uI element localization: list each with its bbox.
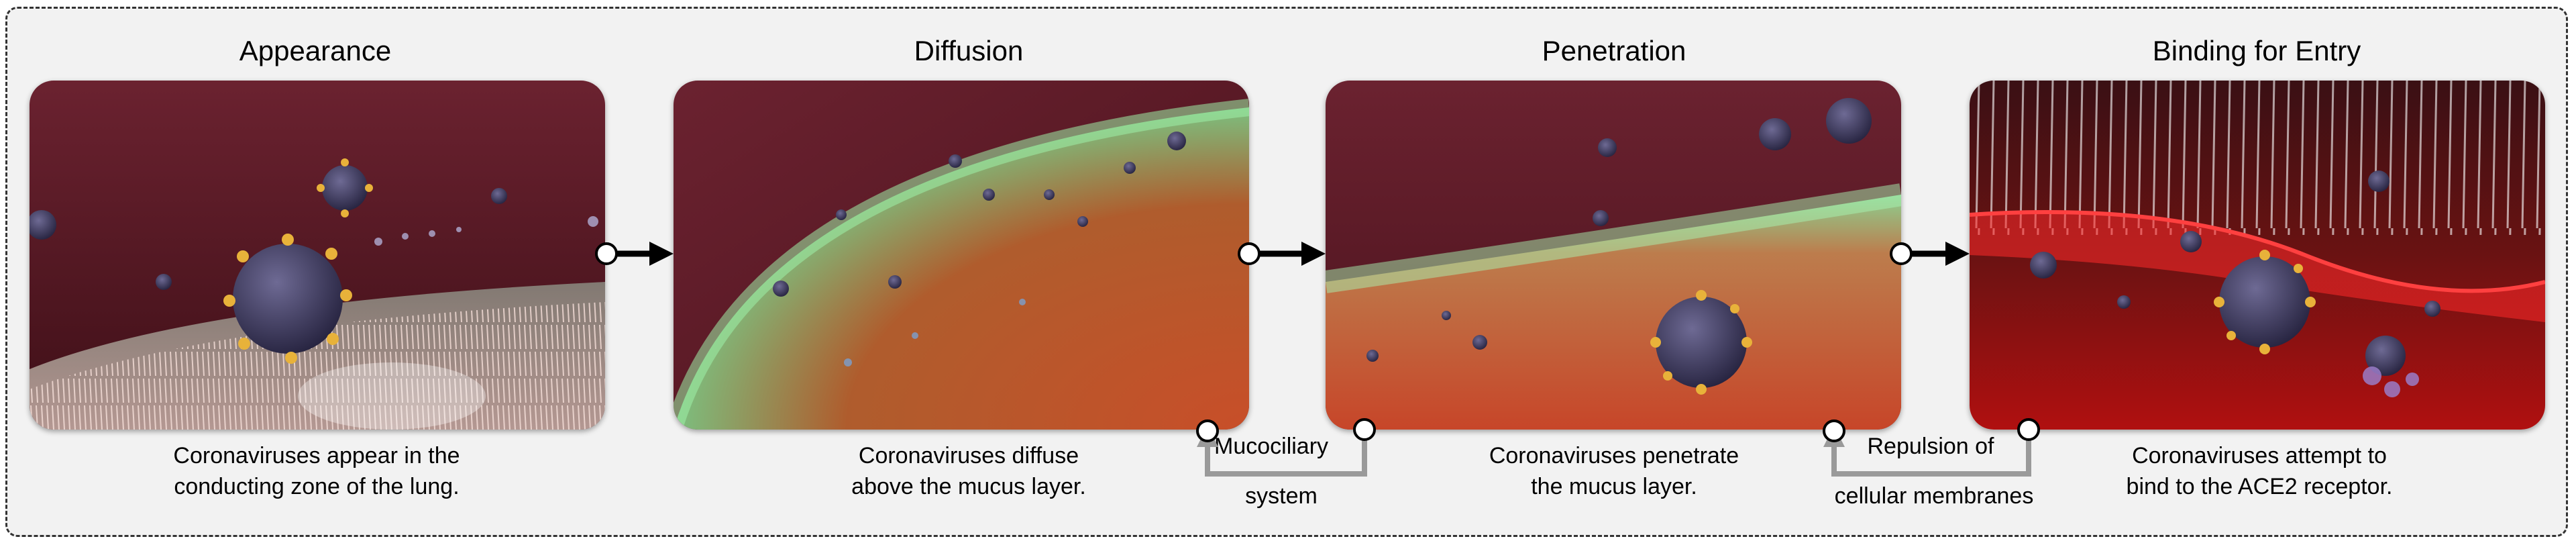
label-repulsion: Repulsion of (1867, 434, 1994, 459)
caption-appearance: Coronaviruses appear in the conducting z… (173, 443, 460, 499)
virus-large-icon (1650, 290, 1752, 395)
caption-binding: Coronaviruses attempt to bind to the ACE… (2126, 443, 2393, 499)
panel-image-penetration (1326, 81, 1901, 430)
label-system: system (1245, 483, 1318, 509)
panel-title-appearance: Appearance (239, 35, 392, 66)
panel-title-diffusion: Diffusion (914, 35, 1024, 66)
panel-image-diffusion (674, 81, 1249, 430)
panel-image-binding (1970, 81, 2545, 430)
caption-penetration: Coronaviruses penetrate the mucus layer. (1489, 443, 1739, 499)
label-mucociliary: Mucociliary (1214, 434, 1329, 459)
virus-small-icon (317, 158, 373, 217)
panel-title-penetration: Penetration (1542, 35, 1686, 66)
virus-large-icon (2214, 250, 2316, 354)
panel-title-binding: Binding for Entry (2152, 35, 2361, 66)
virus-large-icon (223, 234, 352, 364)
label-cellular-membranes: cellular membranes (1834, 483, 2034, 509)
panel-image-appearance (30, 81, 605, 430)
caption-diffusion: Coronaviruses diffuse above the mucus la… (851, 443, 1086, 499)
